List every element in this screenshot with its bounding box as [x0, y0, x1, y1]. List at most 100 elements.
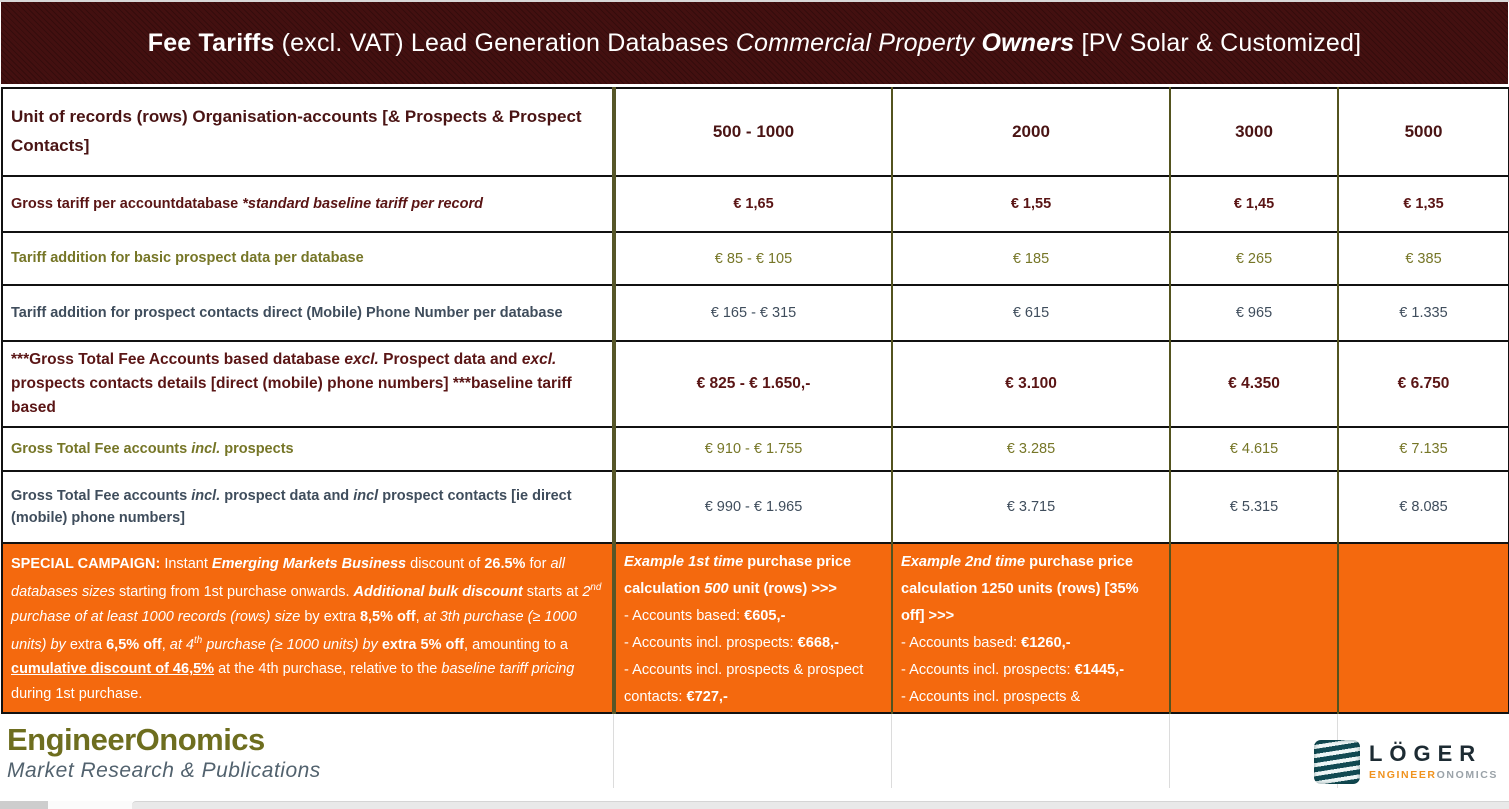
text-run: incl.: [191, 487, 225, 504]
text-run: all databases sizes: [11, 556, 565, 601]
tariff-value-cell: € 8.085: [1337, 470, 1509, 544]
text-run: ***: [452, 375, 471, 393]
text-run: at the 4th purchase, relative to the: [214, 661, 442, 678]
text-run: - Accounts based:: [624, 608, 745, 625]
tariff-value-cell: € 1,65: [612, 175, 892, 232]
text-run: prospect contacts [ie direct (mobile) ph…: [11, 487, 572, 527]
text-run: starts at: [526, 584, 583, 601]
brand-tagline: Market Research & Publications: [7, 759, 321, 783]
footer-brand-cell: EngineerOnomics Market Research & Public…: [1, 714, 613, 788]
text-run: ,: [415, 608, 424, 625]
tariff-row-gross-total-accounts-excl: ***Gross Total Fee Accounts based databa…: [2, 339, 1509, 428]
text-run: extra: [69, 636, 107, 653]
tariff-value-cell: € 385: [1337, 231, 1509, 285]
text-run: ***Gross Total Fee Accounts based databa…: [11, 351, 345, 368]
text-run: €1445,-: [1074, 662, 1125, 679]
size-column-header: 2000: [891, 88, 1170, 176]
text-run: unit (rows) >>>: [732, 581, 837, 598]
text-run: Instant: [164, 556, 212, 573]
text-run: €727,-: [686, 689, 728, 706]
tariff-value-cell: € 825 - € 1.650,-: [612, 339, 892, 428]
page-title: Fee Tariffs (excl. VAT) Lead Generation …: [148, 29, 1362, 58]
text-run: , amounting to a: [464, 636, 569, 653]
band-gap: [0, 84, 1509, 87]
text-run: SPECIAL CAMPAIGN:: [11, 556, 165, 573]
tariff-value-cell: € 990 - € 1.965: [612, 470, 892, 544]
text-run: Emerging Markets Business: [211, 556, 411, 573]
text-run: purchase of at least 1000 records (rows)…: [11, 608, 305, 625]
row-label-tariff-addition-basic-prospect: Tariff addition for basic prospect data …: [2, 231, 614, 285]
text-run: Gross Total Fee accounts: [11, 487, 192, 504]
tariff-row-gross-total-incl-prospects-contacts: Gross Total Fee accounts incl. prospect …: [2, 470, 1509, 544]
campaign-empty-cell-5000: [1337, 542, 1509, 714]
text-run: at 4: [169, 636, 194, 653]
example-1st-purchase: Example 1st time purchase price calculat…: [612, 542, 892, 714]
footer-empty-cell-3: [1169, 714, 1337, 789]
special-campaign-row: SPECIAL CAMPAIGN: Instant Emerging Marke…: [2, 542, 1509, 714]
text-run: - Accounts based:: [901, 635, 1022, 652]
loger-logo: LÖGER ENGINEERONOMICS: [1313, 740, 1498, 785]
text-run: Gross Total Fee accounts: [11, 440, 192, 457]
tariff-value-cell: € 265: [1169, 231, 1338, 285]
text-run: Fee Tariffs: [147, 28, 282, 57]
example-1st-purchase-line: - Accounts incl. prospects: €668,-: [624, 630, 883, 657]
campaign-empty-cell-3000: [1169, 542, 1338, 714]
window-top-edge: [0, 0, 1509, 2]
text-run: 26.5%: [484, 556, 530, 573]
tariff-value-cell: € 3.100: [891, 339, 1170, 428]
scrollbar-track[interactable]: [132, 801, 1509, 809]
tariff-row-gross-total-incl-prospects: Gross Total Fee accounts incl. prospects…: [2, 426, 1509, 472]
tariff-value-cell: € 615: [891, 284, 1170, 341]
text-run: incl: [353, 487, 383, 504]
text-run: Additional bulk discount: [353, 584, 527, 601]
text-run: ,: [161, 636, 170, 653]
text-run: excl.: [521, 351, 557, 368]
text-run: Prospect data and: [383, 351, 522, 368]
text-run: €605,-: [744, 608, 786, 625]
size-column-header: 3000: [1169, 88, 1338, 176]
special-campaign-text: SPECIAL CAMPAIGN: Instant Emerging Marke…: [2, 542, 614, 714]
tariff-value-cell: € 910 - € 1.755: [612, 426, 892, 472]
text-run: Commercial Property: [735, 28, 982, 57]
text-run: 2: [582, 584, 591, 601]
example-2nd-purchase-line: - Accounts incl. prospects: €1445,-: [901, 657, 1161, 684]
text-run: Tariff addition for basic prospect data …: [11, 250, 364, 267]
row-label-gross-total-incl-prospects-contacts: Gross Total Fee accounts incl. prospect …: [2, 470, 614, 544]
footer-empty-cell-2: [891, 714, 1169, 789]
fee-tariff-table: Unit of records (rows) Organisation-acco…: [1, 87, 1509, 715]
tariff-value-cell: € 3.285: [891, 426, 1170, 472]
text-run: cumulative discount of 46,5%: [11, 661, 215, 678]
text-run: Example 2nd time: [901, 554, 1030, 571]
text-run: Tariff addition for prospect contacts di…: [11, 304, 563, 321]
text-run: incl.: [191, 440, 225, 457]
example-1st-purchase-line: - Accounts incl. prospects & prospect co…: [624, 657, 883, 711]
row-label-gross-total-accounts-excl: ***Gross Total Fee Accounts based databa…: [2, 339, 614, 428]
text-run: baseline tariff pricing: [441, 661, 575, 678]
footer-empty-cell-1: [613, 714, 891, 789]
row-label-gross-tariff-per-record: Gross tariff per accountdatabase *standa…: [2, 175, 614, 232]
engineeronomics-wordmark: EngineerOnomics: [7, 722, 265, 758]
loger-subtitle: ENGINEERONOMICS: [1368, 769, 1498, 782]
tariff-value-cell: € 3.715: [891, 470, 1170, 544]
text-run: purchase (≥ 1000 units) by: [202, 636, 382, 653]
tariff-row-tariff-addition-basic-prospect: Tariff addition for basic prospect data …: [2, 231, 1509, 285]
horizontal-scrollbar[interactable]: [0, 801, 1509, 809]
text-run: baseline tariff based: [11, 375, 572, 417]
scrollbar-left-segment[interactable]: [0, 801, 48, 809]
table-header-row: Unit of records (rows) Organisation-acco…: [2, 88, 1509, 176]
text-run: [& Prospects & Prospect Contacts]: [11, 107, 582, 155]
example-2nd-purchase-line: - Accounts incl. prospects &: [901, 684, 1161, 711]
text-run: nd: [590, 582, 602, 594]
tariff-value-cell: € 965: [1169, 284, 1338, 341]
text-run: - Accounts incl. prospects:: [901, 662, 1075, 679]
text-run: - Accounts incl. prospects & prospect co…: [624, 662, 864, 706]
text-run: starting from 1st purchase onwards.: [119, 584, 354, 601]
text-run: Unit of records (rows) Organisation-acco…: [11, 107, 383, 127]
text-run: 6,5% off: [106, 636, 162, 653]
text-run: at 3th purchase (≥ 1000 units) by: [11, 608, 577, 653]
scrollbar-thumb[interactable]: [48, 801, 132, 809]
example-1st-purchase-line: - Accounts based: €605,-: [624, 603, 883, 630]
example-1st-purchase-heading: Example 1st time purchase price calculat…: [624, 549, 883, 603]
loger-stripes-icon: [1313, 740, 1360, 785]
